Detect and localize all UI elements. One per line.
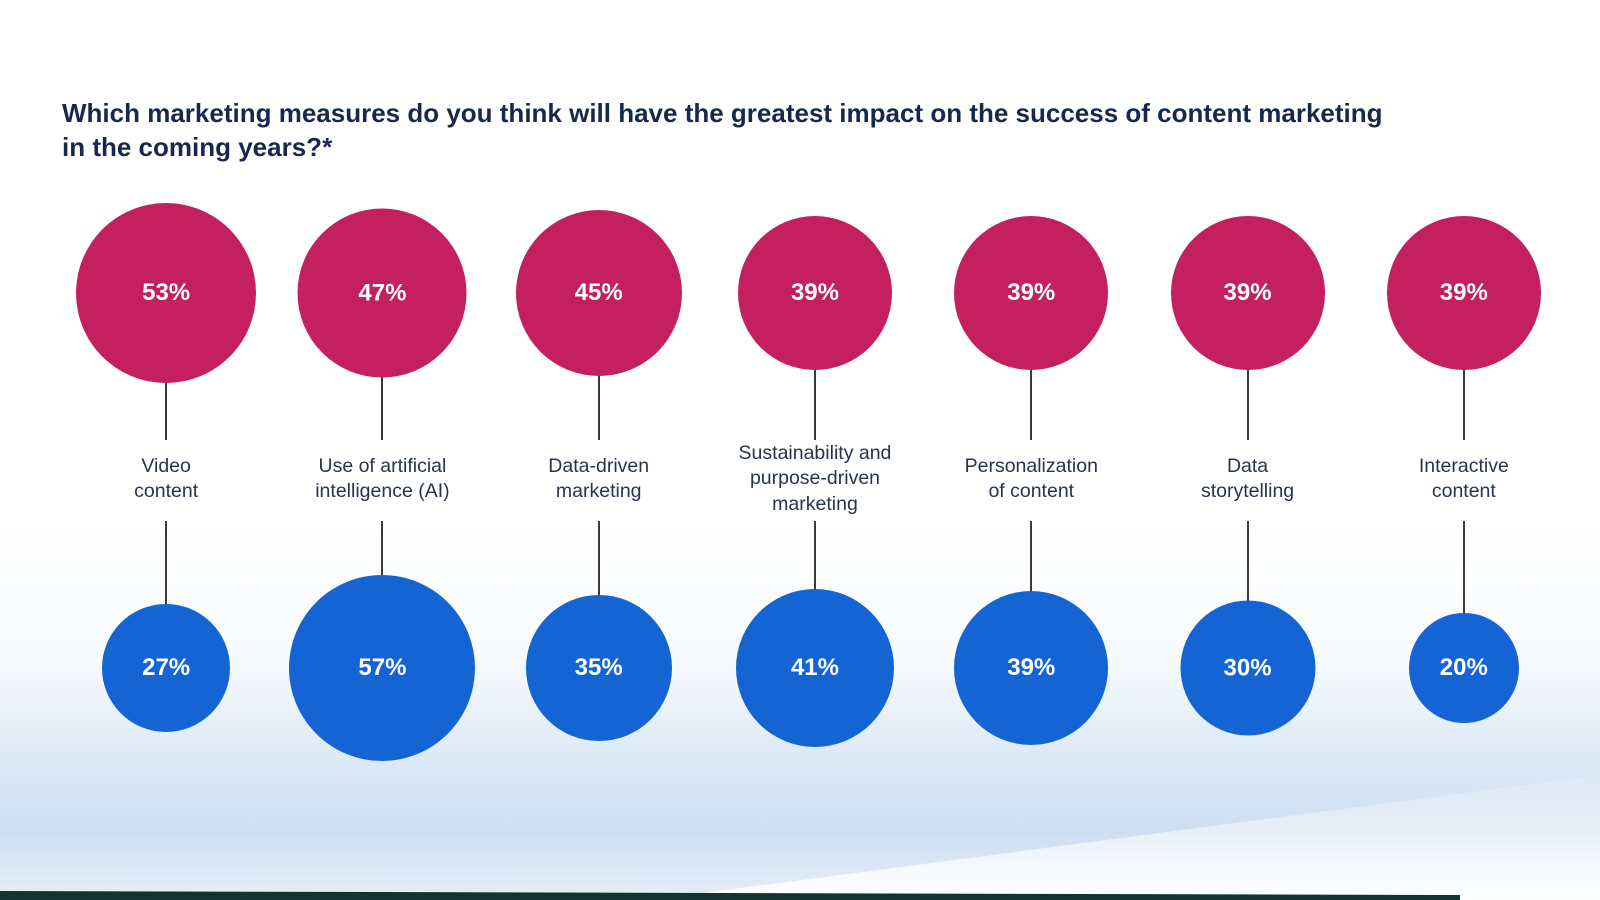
category-label-line: Interactive — [1418, 454, 1509, 477]
category-label: Interactive content — [1344, 437, 1584, 521]
bubble-value: 39% — [1007, 279, 1056, 306]
category-label: Personalization of content — [911, 437, 1151, 521]
bubble-bottom: 30% — [1180, 600, 1316, 736]
category-label-line: Use of artificial — [318, 454, 447, 477]
category-label-line: Personalization — [964, 454, 1098, 477]
bubble-value: 39% — [1223, 279, 1272, 306]
chart-title-line-2: in the coming years?* — [62, 132, 333, 163]
bubble-value: 41% — [790, 654, 839, 681]
bubble-top: 39% — [1170, 216, 1325, 370]
category-label-line: Video — [141, 454, 191, 477]
bubble-value: 45% — [574, 279, 623, 306]
bubble-top: 45% — [515, 210, 682, 376]
bubble-bottom: 35% — [525, 595, 672, 741]
category-label-line: purpose-driven — [749, 467, 881, 490]
chart-title: Which marketing measures do you think wi… — [62, 96, 1383, 165]
bubble-value: 20% — [1439, 654, 1488, 681]
chart-column: 39% 30% Data storytelling — [1139, 0, 1355, 900]
category-label-line: marketing — [772, 492, 858, 515]
chart-column: 47% 57% Use of artificial intelligence (AI) — [274, 0, 490, 900]
category-label-line: of content — [988, 480, 1075, 502]
chart-column: 53% 27% Video content — [58, 0, 274, 900]
connector-line-bottom — [165, 521, 168, 668]
connector-line-bottom — [1246, 521, 1249, 668]
category-label-line: intelligence (AI) — [315, 480, 450, 502]
category-label: Video content — [46, 437, 286, 521]
category-label: Data-driven marketing — [479, 437, 719, 521]
category-label-line: marketing — [555, 480, 642, 502]
chart-column: 39% 20% Interactive content — [1356, 0, 1572, 900]
connector-line-bottom — [1462, 521, 1465, 668]
bubble-value: 27% — [142, 654, 191, 681]
connector-line-bottom — [597, 521, 600, 668]
category-label-line: content — [1431, 480, 1496, 502]
bubble-value: 30% — [1223, 654, 1272, 681]
chart-column: 39% 39% Personalization of content — [923, 0, 1139, 900]
category-label-line: Sustainability and — [738, 441, 892, 464]
bubble-top: 53% — [76, 203, 257, 383]
bubble-value: 53% — [142, 279, 191, 306]
bubble-value: 39% — [790, 279, 839, 306]
chart-title-line-1: Which marketing measures do you think wi… — [62, 98, 1383, 128]
category-label: Data storytelling — [1127, 437, 1367, 521]
bubble-top: 39% — [737, 216, 892, 370]
bubble-bottom: 27% — [102, 604, 231, 732]
category-label-line: storytelling — [1200, 480, 1295, 502]
bubble-chart: 53% 27% Video content 47% 57% Use of artificia… — [58, 0, 1572, 900]
bubble-value: 39% — [1007, 654, 1056, 681]
category-label: Use of artificial intelligence (AI) — [262, 437, 502, 521]
bubble-value: 57% — [358, 654, 407, 681]
bubble-top: 47% — [297, 208, 467, 378]
chart-column: 45% 35% Data-driven marketing — [491, 0, 707, 900]
bubble-bottom: 39% — [954, 591, 1109, 745]
category-label-line: content — [134, 480, 199, 502]
bottom-edge-strip — [0, 891, 1460, 900]
bubble-bottom: 57% — [289, 575, 476, 761]
chart-column: 39% 41% Sustainability and purpose-driven ma… — [707, 0, 923, 900]
bubble-top: 39% — [1386, 216, 1541, 370]
category-label: Sustainability and purpose-driven marketin… — [695, 437, 935, 521]
bubble-bottom: 20% — [1408, 613, 1519, 723]
category-label-line: Data — [1226, 454, 1269, 477]
bubble-value: 35% — [574, 654, 623, 681]
bubble-value: 47% — [358, 279, 407, 306]
category-label-line: Data-driven — [548, 454, 650, 477]
bubble-top: 39% — [954, 216, 1109, 370]
bubble-bottom: 41% — [735, 589, 894, 747]
bubble-value: 39% — [1439, 279, 1488, 306]
